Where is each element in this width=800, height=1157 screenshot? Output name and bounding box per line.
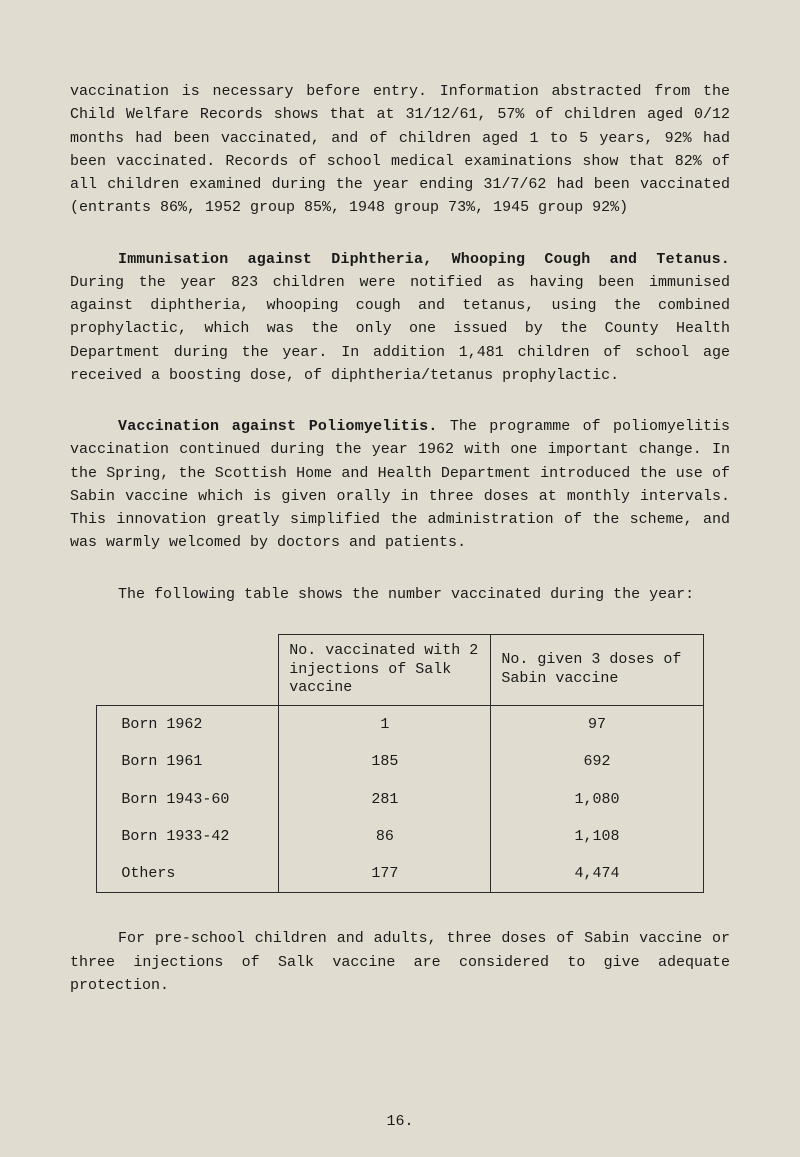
table-row: Born 1933-42861,108 [97, 818, 703, 855]
paragraph-footer: For pre-school children and adults, thre… [70, 927, 730, 997]
page-number: 16. [0, 1110, 800, 1133]
table-row: Others1774,474 [97, 855, 703, 893]
table-cell-label: Born 1933-42 [97, 818, 279, 855]
table-cell-sabin: 97 [491, 706, 703, 744]
table-cell-salk: 86 [279, 818, 491, 855]
paragraph-intro: vaccination is necessary before entry. I… [70, 80, 730, 220]
table-cell-sabin: 4,474 [491, 855, 703, 893]
table-cell-salk: 281 [279, 781, 491, 818]
table-cell-salk: 185 [279, 743, 491, 780]
document-page: vaccination is necessary before entry. I… [0, 0, 800, 1157]
paragraph-immunisation: Immunisation against Diphtheria, Whoopin… [70, 248, 730, 388]
vaccination-table: No. vaccinated with 2 injections of Salk… [96, 634, 703, 894]
heading-immunisation: Immunisation against Diphtheria, Whoopin… [118, 251, 730, 268]
table-cell-label: Born 1961 [97, 743, 279, 780]
table-cell-sabin: 1,080 [491, 781, 703, 818]
text-polio-body: The programme of poliomyelitis vaccinati… [70, 418, 730, 551]
table-header-sabin: No. given 3 doses of Sabin vaccine [491, 634, 703, 705]
table-header-row: No. vaccinated with 2 injections of Salk… [97, 634, 703, 705]
table-cell-salk: 1 [279, 706, 491, 744]
table-header-salk: No. vaccinated with 2 injections of Salk… [279, 634, 491, 705]
paragraph-polio: Vaccination against Poliomyelitis. The p… [70, 415, 730, 555]
table-cell-sabin: 692 [491, 743, 703, 780]
table-row: Born 1962197 [97, 706, 703, 744]
table-cell-sabin: 1,108 [491, 818, 703, 855]
table-row: Born 1961185692 [97, 743, 703, 780]
paragraph-table-intro: The following table shows the number vac… [70, 583, 730, 606]
table-body: Born 1962197Born 1961185692Born 1943-602… [97, 706, 703, 893]
table-cell-label: Born 1943-60 [97, 781, 279, 818]
table-header-blank [97, 634, 279, 705]
table-cell-salk: 177 [279, 855, 491, 893]
table-row: Born 1943-602811,080 [97, 781, 703, 818]
text-immunisation-body: During the year 823 children were notifi… [70, 274, 730, 384]
table-cell-label: Born 1962 [97, 706, 279, 744]
table-cell-label: Others [97, 855, 279, 893]
heading-polio: Vaccination against Poliomyelitis. [118, 418, 438, 435]
